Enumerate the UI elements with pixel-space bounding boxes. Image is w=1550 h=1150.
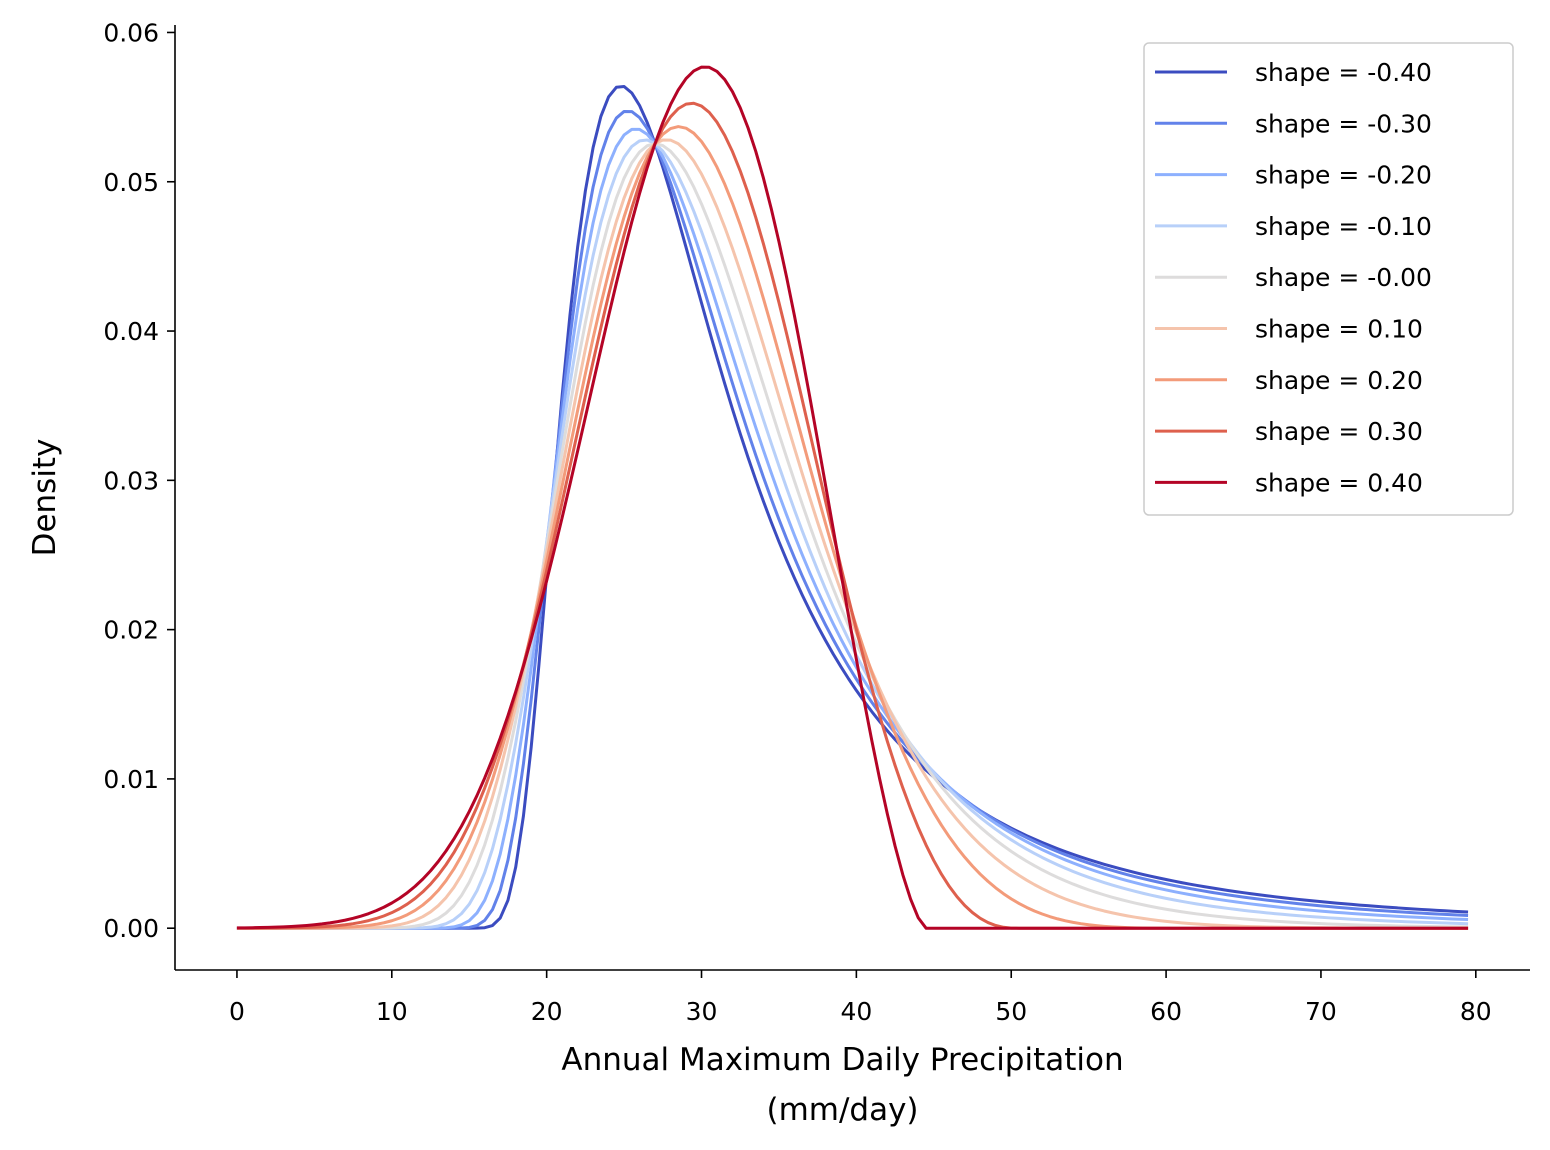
legend-label: shape = 0.20 bbox=[1255, 366, 1423, 395]
x-tick-label: 0 bbox=[229, 997, 245, 1026]
y-tick-label: 0.06 bbox=[103, 18, 159, 47]
x-tick-label: 80 bbox=[1460, 997, 1492, 1026]
y-tick-label: 0.05 bbox=[103, 168, 159, 197]
y-axis-title: Density bbox=[27, 439, 63, 557]
y-tick-label: 0.04 bbox=[103, 317, 159, 346]
legend-box bbox=[1143, 42, 1514, 516]
legend: shape = -0.40 shape = -0.30 shape = -0.20 s… bbox=[1143, 42, 1514, 516]
y-tick-label: 0.01 bbox=[103, 765, 159, 794]
series-lines bbox=[236, 65, 1469, 930]
y-ticks: 0.00 0.01 0.02 0.03 0.04 0.05 0.06 bbox=[103, 18, 175, 943]
x-tick-label: 70 bbox=[1305, 997, 1337, 1026]
x-tick-label: 20 bbox=[531, 997, 563, 1026]
legend-label: shape = -0.10 bbox=[1255, 212, 1432, 241]
x-tick-label: 40 bbox=[840, 997, 872, 1026]
x-tick-label: 50 bbox=[995, 997, 1027, 1026]
x-axis-title: Annual Maximum Daily Precipitation bbox=[561, 1042, 1123, 1078]
legend-label: shape = -0.30 bbox=[1255, 109, 1432, 138]
x-ticks: 0 10 20 30 40 50 60 70 80 bbox=[229, 970, 1492, 1026]
legend-label: shape = 0.40 bbox=[1255, 468, 1423, 497]
series-line bbox=[236, 65, 1469, 930]
x-tick-label: 10 bbox=[376, 997, 408, 1026]
y-tick-label: 0.03 bbox=[103, 466, 159, 495]
legend-label: shape = -0.40 bbox=[1255, 58, 1432, 87]
legend-label: shape = 0.30 bbox=[1255, 417, 1423, 446]
x-tick-label: 30 bbox=[686, 997, 718, 1026]
y-tick-label: 0.00 bbox=[103, 914, 159, 943]
series-line bbox=[236, 127, 1469, 930]
series-line bbox=[236, 138, 1469, 930]
x-axis-title-units: (mm/day) bbox=[766, 1092, 918, 1128]
y-tick-label: 0.02 bbox=[103, 616, 159, 645]
legend-label: shape = 0.10 bbox=[1255, 315, 1423, 344]
x-tick-label: 60 bbox=[1150, 997, 1182, 1026]
legend-label: shape = -0.00 bbox=[1255, 263, 1432, 292]
legend-label: shape = -0.20 bbox=[1255, 161, 1432, 190]
